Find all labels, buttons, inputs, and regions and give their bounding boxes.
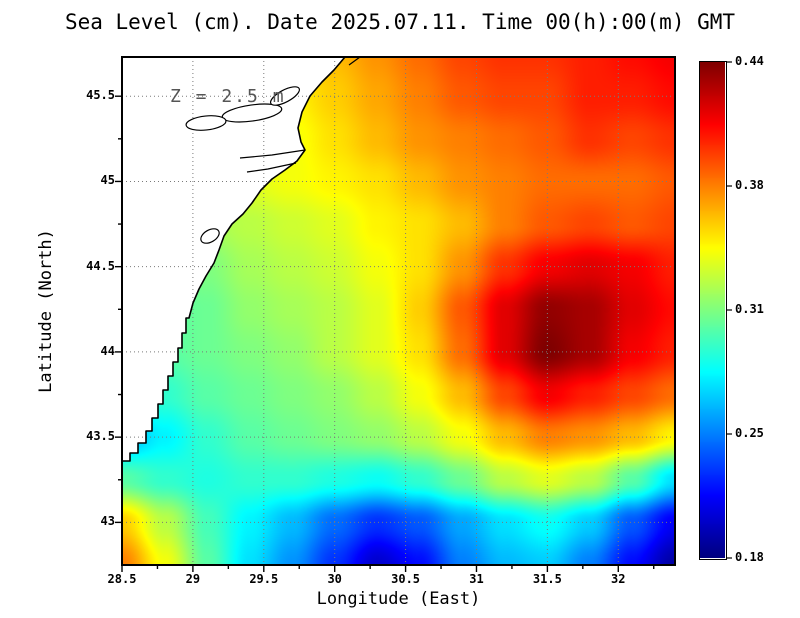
y-tick-label: 44.5: [86, 258, 115, 273]
colorbar-label: 0.44: [735, 54, 764, 68]
y-tick-label: 45: [100, 173, 115, 188]
coastline: [122, 57, 346, 468]
grid-lines: [122, 57, 675, 565]
x-tick-label: 29: [185, 572, 201, 586]
delta-channel: [246, 162, 297, 173]
y-tick-label: 45.5: [86, 88, 115, 103]
chart-title: Sea Level (cm). Date 2025.07.11. Time 00…: [64, 10, 736, 34]
lagoon: [200, 228, 220, 244]
colorbar-canvas: [700, 62, 725, 558]
colorbar-ticks: [727, 61, 732, 559]
x-tick-label: 30.5: [391, 572, 421, 586]
y-tick-label: 43: [100, 514, 115, 529]
liman-lake: [269, 86, 301, 106]
land-mask: [122, 57, 345, 468]
x-tick-label: 29.5: [249, 572, 279, 586]
coastal-spit: [348, 57, 361, 66]
lakes-and-channels: [185, 57, 361, 244]
liman-lake: [185, 115, 227, 131]
x-axis-label: Longitude (East): [316, 589, 481, 609]
colorbar: [699, 61, 727, 560]
x-tick-label: 28.5: [107, 572, 137, 586]
plot-frame: [121, 56, 676, 566]
colorbar-label: 0.31: [735, 302, 764, 316]
x-tick-label: 32: [611, 572, 626, 586]
colorbar-label: 0.18: [735, 550, 764, 564]
depth-annotation: Z = 2.5 m: [170, 86, 286, 107]
y-tick-label: 43.5: [86, 429, 115, 444]
axis-ticks: [115, 95, 655, 572]
colorbar-label: 0.25: [735, 426, 764, 440]
x-tick-label: 31: [469, 572, 484, 586]
delta-channel: [239, 149, 306, 159]
y-tick-label: 44: [100, 343, 115, 358]
x-tick-label: 30: [327, 572, 342, 586]
y-axis-label: Latitude (North): [36, 229, 56, 393]
colorbar-label: 0.38: [735, 178, 764, 192]
x-tick-label: 31.5: [532, 572, 562, 586]
